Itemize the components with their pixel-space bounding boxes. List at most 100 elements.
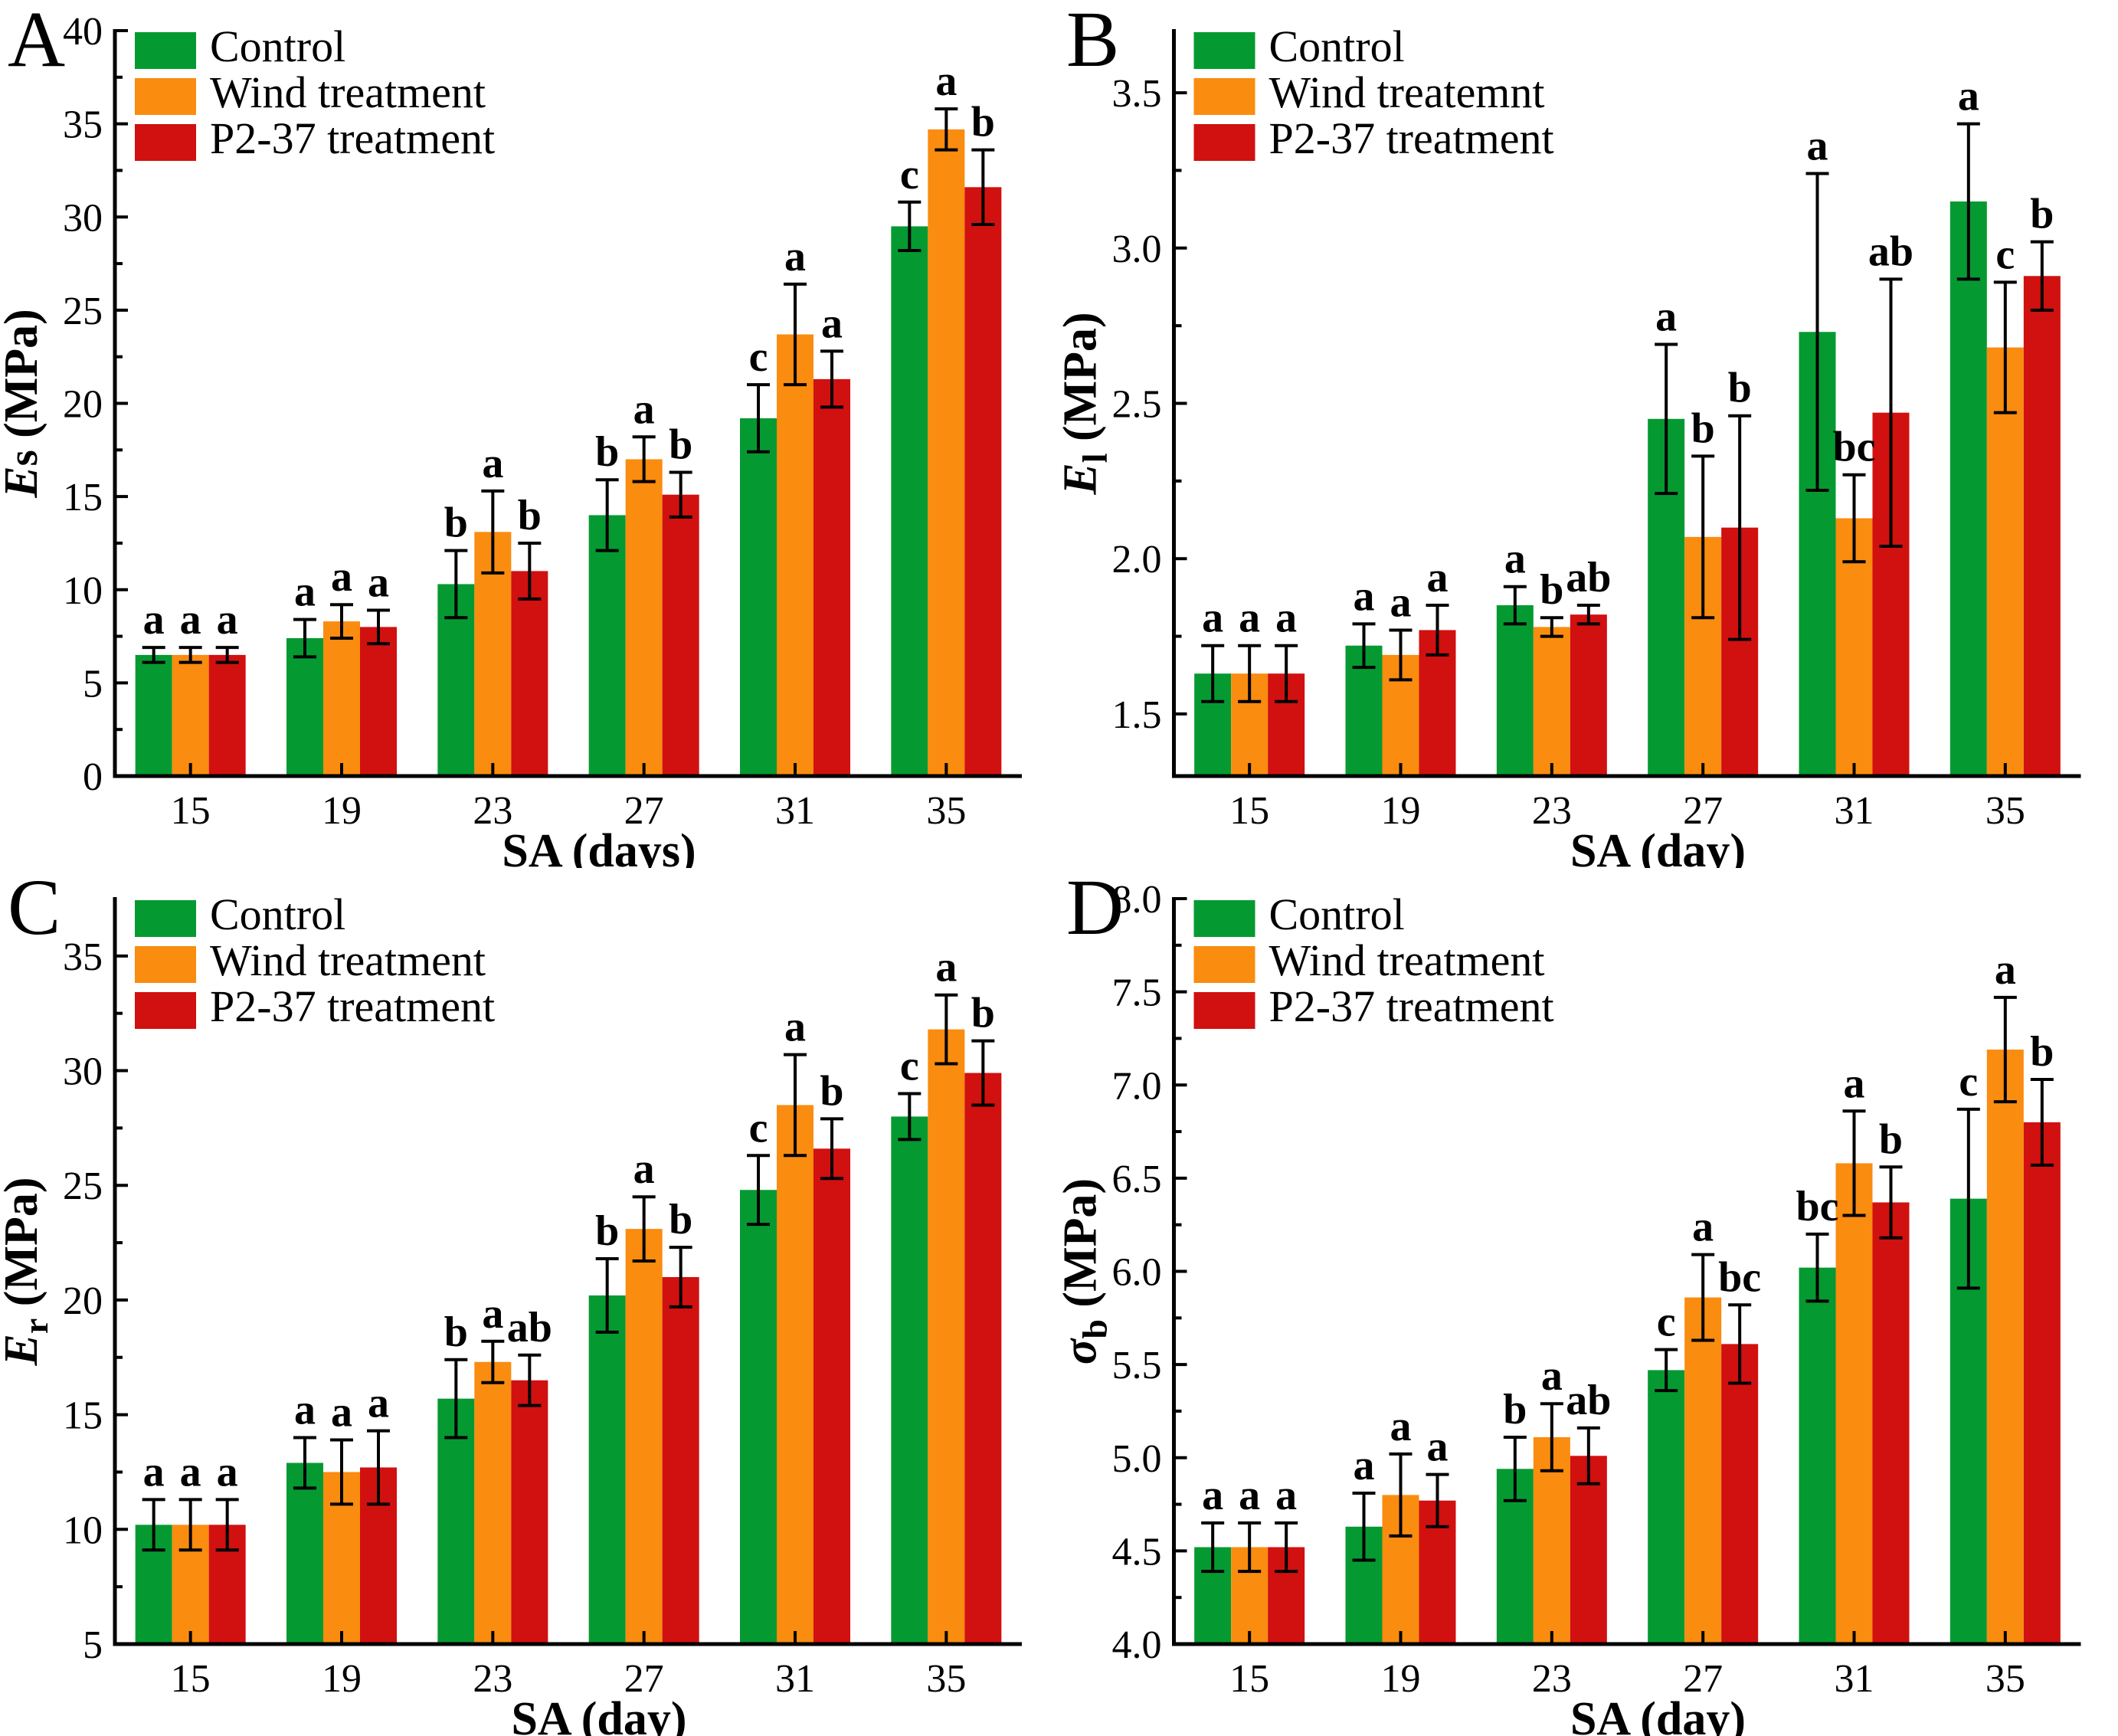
sig-letter: a <box>1995 946 2016 994</box>
y-axis-label: Er (MPa) <box>0 1178 55 1367</box>
legend-swatch-green <box>1193 32 1255 69</box>
sig-letter: a <box>1202 1472 1223 1519</box>
sig-letter: b <box>444 1309 468 1356</box>
bar-orange-15 <box>172 654 209 776</box>
y-tick-label: 6.0 <box>1112 1251 1162 1295</box>
panel-A: A 0 5 10 15 20 25 30 35 40 15 19 23 27 31 35 SA (days) E… <box>0 0 1059 868</box>
legend-swatch-red <box>1193 124 1255 161</box>
chart-D: 4.0 4.5 5.0 5.5 6.0 6.5 7.0 7.5 8.0 15 19 23 27 31 35 S… <box>1059 878 2081 1736</box>
sig-letter: a <box>294 568 316 616</box>
y-tick-label: 5 <box>83 1623 103 1667</box>
legend-label: Wind treatemnt <box>1269 67 1545 117</box>
sig-letter: b <box>820 1067 843 1115</box>
chart-C: 5 10 15 20 25 30 35 15 19 23 27 31 35 SA (day) Er (MPa… <box>0 889 1022 1736</box>
x-tick-label: 19 <box>322 1657 362 1701</box>
sig-letter: a <box>1354 1442 1375 1489</box>
sig-letter: bc <box>1833 424 1876 471</box>
y-tick-label: 2.5 <box>1112 383 1162 427</box>
bar-orange-27 <box>1684 1297 1722 1644</box>
bar-red-31 <box>813 378 850 776</box>
bar-red-19 <box>360 627 397 776</box>
bar-green-35 <box>891 1116 928 1644</box>
chart-A: 0 5 10 15 20 25 30 35 40 15 19 23 27 31 35 SA (days) Es … <box>0 10 1022 868</box>
panel-label-D: D <box>1066 863 1124 952</box>
sig-letter: b <box>669 1196 692 1243</box>
sig-letter: a <box>1354 572 1375 620</box>
legend-swatch-red <box>135 992 196 1029</box>
sig-letter: a <box>1390 578 1412 626</box>
legend-label: P2-37 treatment <box>210 113 495 163</box>
bar-orange-23 <box>1533 627 1570 776</box>
x-tick-label: 31 <box>1835 1657 1874 1701</box>
sig-letter: c <box>900 1042 919 1089</box>
x-tick-label: 19 <box>1381 1657 1421 1701</box>
y-tick-label: 2.0 <box>1112 538 1162 581</box>
legend-swatch-red <box>1193 992 1255 1029</box>
bar-green-31 <box>740 418 777 776</box>
x-tick-label: 23 <box>473 1657 512 1701</box>
sig-letter: a <box>1202 594 1223 642</box>
bar-orange-31 <box>777 1105 813 1644</box>
sig-letter: a <box>633 1145 655 1193</box>
bar-red-23 <box>511 571 548 776</box>
sig-letter: a <box>1239 1472 1260 1519</box>
sig-letter: a <box>1541 1352 1563 1400</box>
sig-letter: b <box>2030 191 2054 238</box>
bar-red-27 <box>662 1276 699 1644</box>
bar-red-35 <box>2023 276 2061 776</box>
x-tick-label: 35 <box>1985 789 2025 833</box>
bar-red-23 <box>1570 614 1607 776</box>
y-tick-label: 3.0 <box>1112 228 1162 271</box>
y-tick-label: 5 <box>83 662 103 706</box>
sig-letter: c <box>1657 1299 1676 1346</box>
x-tick-label: 23 <box>473 789 512 833</box>
bar-orange-35 <box>928 1029 965 1644</box>
x-tick-label: 15 <box>171 1657 211 1701</box>
bar-orange-35 <box>928 129 965 777</box>
y-tick-label: 7.5 <box>1112 971 1162 1015</box>
bar-red-35 <box>964 1073 1002 1644</box>
panel-B: B 1.5 2.0 2.5 3.0 3.5 15 19 23 27 31 35 SA (day) El … <box>1059 0 2118 868</box>
sig-letter: a <box>217 596 238 644</box>
sig-letter: a <box>784 1004 806 1051</box>
bar-orange-31 <box>1835 1163 1873 1644</box>
bar-orange-27 <box>625 459 663 776</box>
bar-green-35 <box>891 226 928 777</box>
sig-letter: bc <box>1796 1183 1839 1230</box>
x-tick-label: 15 <box>171 789 211 833</box>
sig-letter: a <box>1807 122 1828 169</box>
panel-C: C 5 10 15 20 25 30 35 15 19 23 27 31 35 SA (day) Er (M… <box>0 863 1059 1736</box>
sig-letter: a <box>1844 1060 1865 1107</box>
y-tick-label: 4.0 <box>1112 1623 1162 1667</box>
y-axis-label: El (MPa) <box>1059 312 1115 495</box>
sig-letter: a <box>1504 536 1526 583</box>
x-tick-label: 23 <box>1532 1657 1572 1701</box>
sig-letter: b <box>1691 405 1715 452</box>
panel-label-A: A <box>8 0 66 84</box>
legend-label: Control <box>210 889 345 939</box>
sig-letter: a <box>821 300 843 347</box>
legend-label: P2-37 treatment <box>210 981 495 1031</box>
sig-letter: a <box>331 1389 352 1436</box>
sig-letter: a <box>180 596 201 644</box>
sig-letter: bc <box>1718 1253 1761 1301</box>
sig-letter: c <box>1959 1058 1978 1105</box>
sig-letter: b <box>444 500 468 547</box>
bar-green-23 <box>1496 605 1534 776</box>
x-tick-label: 31 <box>775 789 815 833</box>
y-tick-label: 5.0 <box>1112 1437 1162 1481</box>
bar-green-27 <box>1648 1370 1685 1644</box>
y-tick-label: 10 <box>63 569 103 613</box>
y-tick-label: 15 <box>63 1394 103 1438</box>
sig-letter: a <box>1692 1204 1714 1251</box>
bar-orange-23 <box>474 1361 512 1644</box>
sig-letter: a <box>1239 594 1260 642</box>
bar-orange-27 <box>625 1229 663 1644</box>
x-axis-label: SA (day) <box>1570 1693 1746 1736</box>
legend-label: Control <box>1269 21 1405 71</box>
legend-swatch-orange <box>135 78 196 115</box>
y-tick-label: 25 <box>63 290 103 333</box>
bar-green-19 <box>286 1462 323 1644</box>
y-tick-label: 6.5 <box>1112 1158 1162 1201</box>
bar-green-31 <box>1799 1267 1836 1644</box>
